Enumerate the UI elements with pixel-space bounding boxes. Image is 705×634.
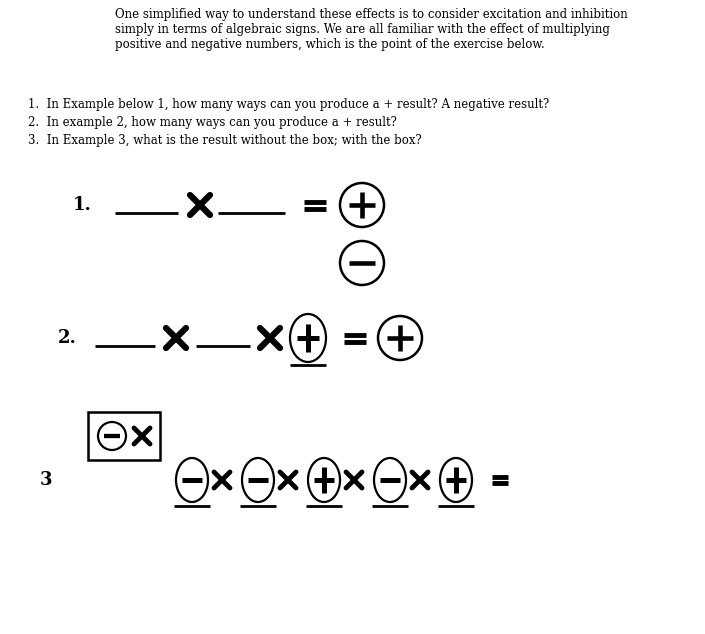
Text: 1.: 1. [73, 196, 92, 214]
Text: 3: 3 [40, 471, 52, 489]
Text: 2.  In example 2, how many ways can you produce a + result?: 2. In example 2, how many ways can you p… [28, 116, 397, 129]
Text: 1.  In Example below 1, how many ways can you produce a + result? A negative res: 1. In Example below 1, how many ways can… [28, 98, 549, 111]
FancyBboxPatch shape [88, 412, 160, 460]
Text: One simplified way to understand these effects is to consider excitation and inh: One simplified way to understand these e… [115, 8, 627, 51]
Text: 3.  In Example 3, what is the result without the box; with the box?: 3. In Example 3, what is the result with… [28, 134, 422, 147]
Text: 2.: 2. [58, 329, 77, 347]
